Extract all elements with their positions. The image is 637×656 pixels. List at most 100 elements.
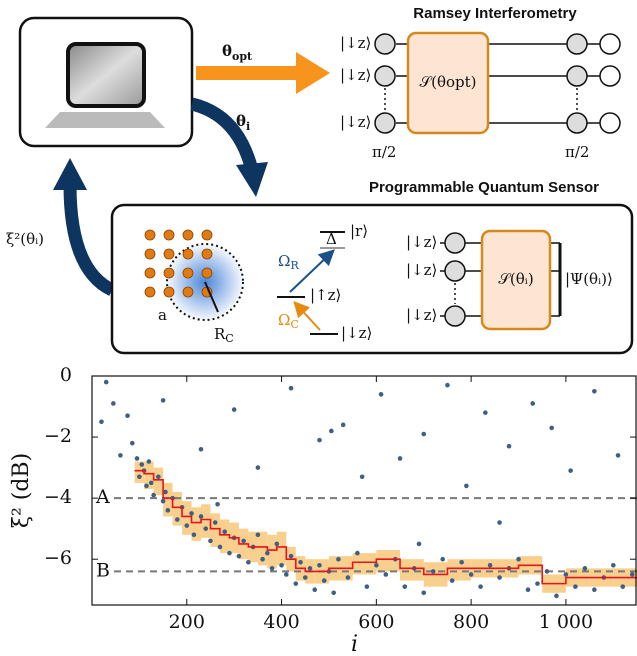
ket: |↓z⟩ [406,261,437,279]
point [331,590,336,596]
point [134,456,140,461]
ket: |↓z⟩ [340,34,371,52]
delta: Δ [326,230,337,248]
atom [163,286,175,298]
point [421,431,427,437]
sub: R [290,259,299,272]
point [592,587,597,593]
point [236,553,242,559]
point [317,437,322,443]
point [468,572,474,577]
point [478,584,483,589]
point [359,474,365,480]
point [298,559,303,565]
psi: |Ψ(θᵢ)⟩ [565,270,613,288]
atom [144,229,156,241]
point [449,578,455,583]
ramsey-title: Ramsey Interferometry [413,5,577,22]
point [530,401,536,406]
point [563,572,569,577]
point [497,520,502,525]
sensor-title: Programmable Quantum Sensor [369,179,599,196]
point [374,563,379,568]
band [267,534,277,569]
point [160,398,166,403]
point [212,520,218,525]
ket: |r⟩ [350,222,368,240]
arrow-head [53,158,87,190]
band [210,513,220,547]
point [364,584,370,589]
point [340,422,346,428]
atom [182,229,194,241]
point [620,584,626,589]
sym: R [214,325,226,343]
pi-half: π/2 [372,143,396,161]
point [573,584,578,589]
feedback-label: ξ²(θᵢ) [6,230,44,248]
atom [182,286,194,298]
theta-i: θi [236,112,250,133]
atom [163,248,175,260]
point [288,385,294,391]
theta-opt: θopt [222,42,253,63]
point [544,569,550,574]
point [198,446,204,452]
rc-arrow [204,281,219,313]
s-i: 𝒮(θᵢ) [498,270,533,288]
point [549,425,554,431]
arrow-head [296,52,330,94]
point [269,566,275,571]
point [464,483,469,489]
band [219,519,230,554]
atom [182,267,194,279]
point [163,489,168,495]
band [447,559,472,581]
point [265,550,270,556]
point [191,532,197,538]
ket: |↓z⟩ [406,233,437,251]
point [125,413,130,418]
band [376,550,401,572]
point [592,388,597,394]
computer-base [45,112,165,128]
x-tick-label: 400 [263,611,299,633]
sym: θ [236,112,246,130]
atom [163,229,175,241]
point [255,465,261,470]
y-tick-label: −4 [44,486,72,508]
computer-screen [66,42,146,108]
atom [201,229,213,241]
atom [201,248,213,260]
point [222,529,227,535]
point [445,382,450,388]
point [260,556,265,562]
point [144,483,149,489]
point [198,514,204,519]
chart: A B 200 400 600 800 1 000 −6 −4 −2 0 i ξ² (dB) [9,364,637,656]
point [487,563,493,568]
x-tick-label: 600 [358,611,394,633]
x-tick-label: 1 000 [539,611,593,633]
ket: |↓z⟩ [340,113,371,131]
point [146,459,152,464]
point [137,474,142,480]
point [215,501,220,507]
band [172,492,183,526]
sub: i [246,120,250,133]
point [516,556,521,562]
y-tick-label: −6 [44,547,72,569]
band [201,504,211,538]
point [255,532,261,538]
ket: |↓z⟩ [340,66,371,84]
pi-half: π/2 [565,143,589,161]
plot-area [99,379,637,599]
arrow-theta-i [190,97,259,172]
point [129,440,135,446]
point [355,550,360,556]
point [302,575,308,580]
omega-c: ΩC [278,311,299,331]
band [400,559,424,581]
band [352,553,377,575]
